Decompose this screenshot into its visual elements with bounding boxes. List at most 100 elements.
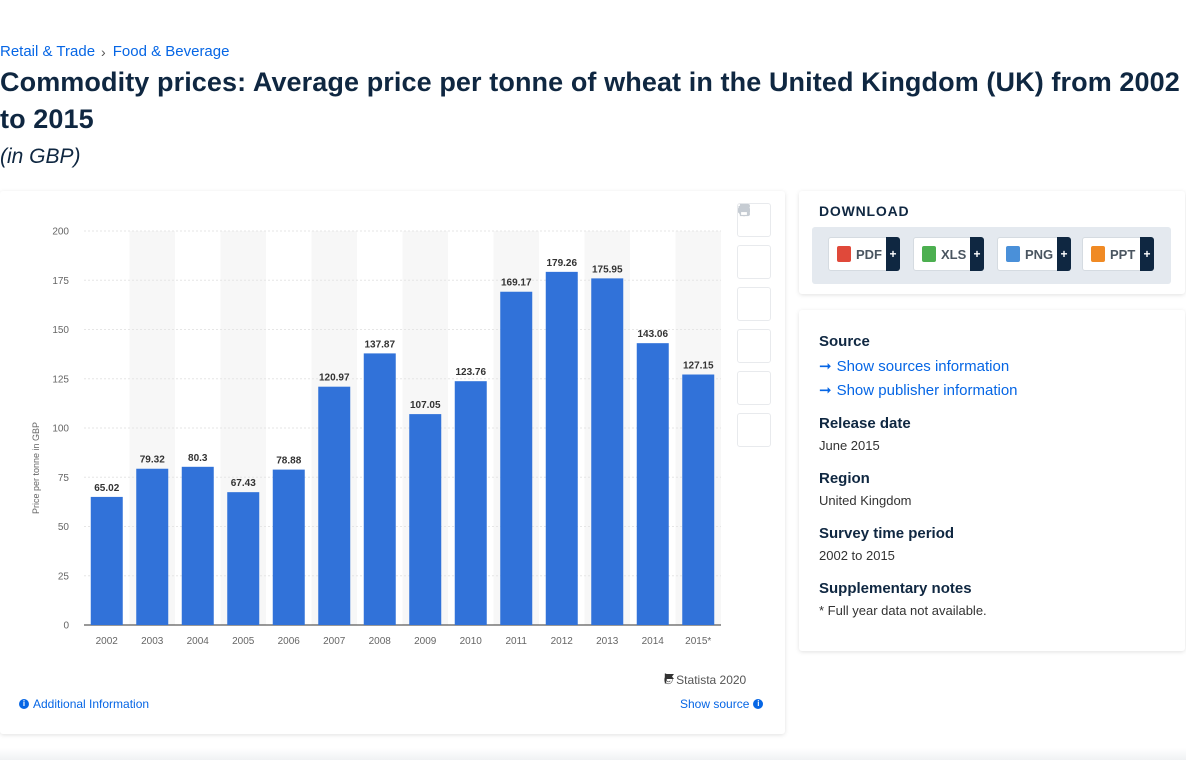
bar-2011 [500,291,533,625]
data-label: 143.06 [637,329,668,340]
download-png-button[interactable]: PNG + [997,237,1071,271]
x-tick-label: 2010 [460,636,483,647]
data-label: 107.05 [410,400,441,411]
download-pdf-label: PDF [856,246,882,262]
breadcrumb-item-retail-trade[interactable]: Retail & Trade [0,43,96,60]
download-title: DOWNLOAD [819,203,910,219]
bar-2005 [227,492,260,625]
chart-toolbar [737,203,773,455]
data-label: 65.02 [94,483,119,494]
breadcrumb-separator: › [101,43,106,60]
copyright-text: © Statista 2020 [664,673,747,687]
download-png-label: PNG [1025,246,1054,262]
y-tick-label: 125 [52,374,69,385]
supplementary-notes-heading: Supplementary notes [819,580,972,597]
print-icon[interactable] [737,203,771,447]
x-tick-label: 2014 [642,636,665,647]
y-tick-label: 25 [58,571,70,582]
data-label: 179.26 [546,258,577,269]
source-heading: Source [819,333,870,350]
download-panel: DOWNLOAD PDF + XLS + PNG + PPT + [799,191,1185,294]
x-tick-label: 2009 [414,636,437,647]
x-tick-label: 2005 [232,636,255,647]
download-ppt-label: PPT [1110,246,1136,262]
data-label: 123.76 [455,367,486,378]
arrow-right-icon: ➞ [819,382,832,399]
show-source-link[interactable]: Show source i [680,697,764,711]
x-tick-label: 2002 [96,636,119,647]
bar-2012 [545,271,578,625]
plus-icon: + [1057,237,1071,271]
y-tick-label: 150 [52,325,69,336]
region-value: United Kingdom [819,493,912,508]
info-icon: i [753,699,764,709]
plus-icon: + [886,237,900,271]
bar-2008 [363,353,396,625]
bar-2002 [90,496,123,625]
data-label: 120.97 [319,373,350,384]
y-tick-label: 100 [52,424,69,435]
download-pdf-button[interactable]: PDF + [828,237,900,271]
data-label: 80.3 [188,453,208,464]
gear-icon[interactable] [737,204,771,321]
flag-icon[interactable] [664,673,675,684]
y-tick-label: 0 [63,621,69,632]
data-label: 137.87 [364,339,395,350]
data-label: 169.17 [501,278,532,289]
region-heading: Region [819,470,870,487]
supplementary-notes-value: * Full year data not available. [819,603,987,618]
statistic-details-panel: Source ➞ Show sources information ➞ Show… [799,310,1185,651]
x-tick-label: 2013 [596,636,619,647]
bar-2006 [272,469,305,625]
additional-information-link[interactable]: i Additional Information [19,697,149,711]
bar-2014 [636,343,669,625]
x-tick-label: 2008 [369,636,392,647]
plus-icon: + [970,237,984,271]
bell-icon[interactable] [737,204,771,279]
download-ppt-button[interactable]: PPT + [1082,237,1154,271]
data-label: 78.88 [276,456,301,467]
page-subtitle: (in GBP) [0,145,81,168]
share-icon[interactable] [737,204,771,363]
release-date-value: June 2015 [819,438,880,453]
y-axis-label: Price per tonne in GBP [31,422,41,514]
x-tick-label: 2006 [278,636,301,647]
bar-2009 [409,414,442,625]
bar-2013 [591,278,624,625]
survey-period-heading: Survey time period [819,525,955,542]
download-xls-button[interactable]: XLS + [913,237,984,271]
png-image-icon [1006,246,1020,262]
bar-2004 [181,466,214,625]
arrow-right-icon: ➞ [819,358,832,375]
show-publisher-link[interactable]: ➞ Show publisher information [819,381,1018,400]
plus-icon: + [1140,237,1154,271]
info-icon: i [19,699,29,709]
additional-information-label: Additional Information [33,697,150,711]
breadcrumb-item-food-beverage[interactable]: Food & Beverage [112,43,230,60]
page-title: Commodity prices: Average price per tonn… [0,67,1180,134]
copyright-notice: © Statista 2020 [664,673,746,687]
page-bottom-edge [0,748,1186,760]
bar-2007 [318,386,351,625]
bar-2010 [454,381,487,625]
xls-file-icon [922,246,936,262]
y-tick-label: 50 [58,522,70,533]
show-sources-link[interactable]: ➞ Show sources information [819,357,1010,376]
y-tick-label: 175 [52,276,69,287]
ppt-file-icon [1091,246,1105,262]
y-tick-label: 200 [52,227,69,238]
x-tick-label: 2004 [187,636,210,647]
survey-period-value: 2002 to 2015 [819,548,895,563]
x-tick-label: 2011 [505,636,527,647]
release-date-heading: Release date [819,415,911,432]
data-label: 175.95 [592,264,623,275]
bar-2015* [682,374,715,625]
bar-2003 [136,468,169,625]
data-label: 79.32 [140,455,165,466]
show-sources-label: Show sources information [836,357,1010,375]
quote-icon[interactable] [737,206,771,405]
x-tick-label: 2012 [551,636,574,647]
show-publisher-label: Show publisher information [836,381,1018,399]
x-tick-label: 2015* [685,636,711,647]
y-tick-label: 75 [58,473,70,484]
